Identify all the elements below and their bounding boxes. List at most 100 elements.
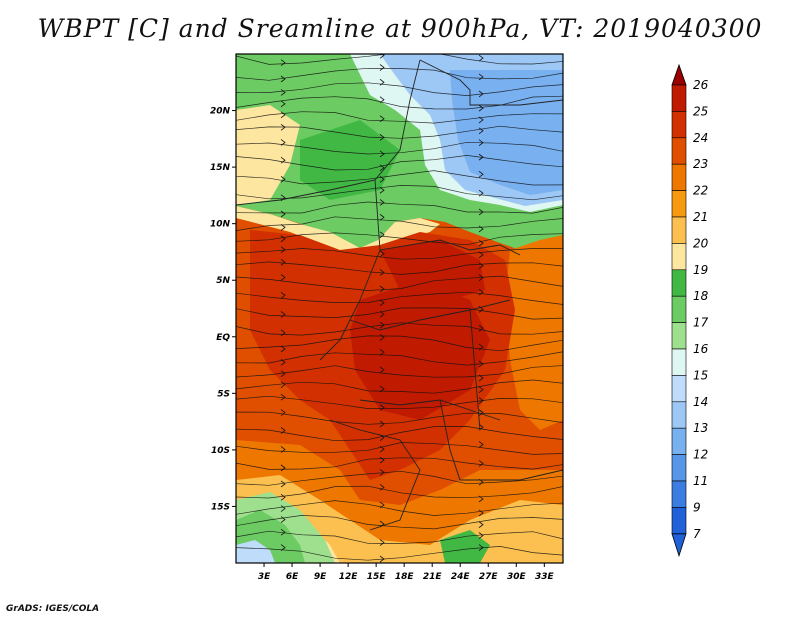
streamline-arrow <box>478 139 484 147</box>
streamline-arrow <box>478 73 484 81</box>
streamline-arrow <box>280 59 286 67</box>
streamline-arrow <box>379 310 385 318</box>
streamline <box>236 485 563 499</box>
streamline <box>236 248 563 260</box>
streamline-arrow <box>280 210 286 218</box>
colorbar-segment <box>671 348 687 376</box>
streamline-arrow <box>478 262 484 270</box>
colorbar-label: 16 <box>693 342 709 356</box>
streamline-arrow <box>280 100 286 108</box>
streamline <box>236 457 563 470</box>
streamline-arrow <box>379 334 385 341</box>
streamline-arrow <box>379 484 385 491</box>
streamline <box>236 546 563 561</box>
streamline-arrow <box>478 495 484 503</box>
streamline <box>236 54 563 65</box>
lon-label: 6E <box>286 572 299 582</box>
streamline-arrow <box>280 156 286 164</box>
streamline <box>236 335 563 352</box>
lon-label: 12E <box>339 572 359 582</box>
streamline-arrow <box>478 170 484 178</box>
colorbar-segment <box>671 295 687 323</box>
streamline <box>236 111 563 124</box>
streamline <box>236 365 563 378</box>
lat-label: 10N <box>210 220 231 230</box>
streamline-arrow <box>280 235 286 243</box>
streamlines <box>236 54 563 563</box>
streamline-arrow <box>280 246 286 254</box>
streamline-arrow <box>379 250 385 258</box>
streamline-arrow <box>280 446 286 453</box>
streamline-arrow <box>478 104 484 112</box>
lat-label: 15S <box>211 502 230 512</box>
streamline-arrow <box>280 544 286 551</box>
colorbar-segment <box>671 163 687 191</box>
streamline-arrow <box>280 75 286 83</box>
streamline-arrow <box>478 288 484 296</box>
streamline <box>236 82 563 96</box>
colorbar-segment <box>671 243 687 271</box>
colorbar-segment <box>671 454 687 482</box>
streamline-arrow <box>280 123 286 131</box>
streamline-arrow <box>280 370 286 377</box>
streamline-arrow <box>280 381 286 388</box>
streamline <box>236 442 563 455</box>
streamline <box>236 291 563 305</box>
streamline-arrow <box>379 348 385 356</box>
streamline-arrow <box>280 175 286 183</box>
streamline-arrow <box>280 89 286 96</box>
streamline-arrow <box>379 164 385 172</box>
colorbar-top-arrow <box>671 63 687 86</box>
streamline-arrow <box>379 539 385 546</box>
streamline-arrow <box>280 393 286 401</box>
streamline-arrow <box>280 505 286 512</box>
streamline <box>236 426 563 442</box>
lon-label: 21E <box>423 572 443 582</box>
streamline-arrow <box>478 460 484 467</box>
streamline-arrow <box>379 134 385 141</box>
streamline-arrow <box>478 544 484 551</box>
lat-label: 20N <box>210 107 231 117</box>
colorbar-segment <box>671 401 687 429</box>
streamline-arrow <box>280 111 286 119</box>
lon-label: 15E <box>367 572 387 582</box>
colorbar-segment <box>671 111 687 139</box>
colorbar-label: 21 <box>693 210 708 224</box>
streamline <box>236 155 563 171</box>
streamline-arrow <box>478 441 484 448</box>
lon-label: 9E <box>314 572 327 582</box>
streamline-arrow <box>379 186 385 194</box>
streamline-arrow <box>280 224 286 231</box>
colorbar-label: 24 <box>693 131 708 145</box>
streamline-arrow <box>280 139 286 146</box>
streamline-arrow <box>478 90 484 98</box>
lat-label: 5S <box>217 389 230 399</box>
streamline-arrow <box>478 509 484 517</box>
streamline-arrow <box>280 359 286 366</box>
field-blue-deep <box>450 70 563 195</box>
streamline <box>236 216 563 231</box>
streamline-arrow <box>379 54 385 59</box>
streamline-arrow <box>280 427 286 434</box>
streamline <box>236 275 563 291</box>
streamline-arrow <box>280 464 286 472</box>
streamline-arrow <box>478 324 484 332</box>
streamline <box>236 515 563 530</box>
streamline-arrow <box>478 360 484 368</box>
colorbar-label: 17 <box>693 316 709 330</box>
axes: 3E 6E 9E 12E 15E 18E 21E 24E 27E 30E 33E 20N 15N 10N 5… <box>210 107 555 582</box>
streamline-arrow <box>478 374 484 382</box>
streamline-arrow <box>478 386 484 394</box>
colorbar-label: 14 <box>693 395 708 409</box>
colorbar-label: 11 <box>693 474 708 488</box>
streamline <box>236 351 563 366</box>
streamline-arrow <box>280 493 286 501</box>
streamline <box>236 470 563 486</box>
streamline <box>236 95 563 110</box>
streamline-arrow <box>478 343 484 351</box>
colorbar-segment <box>671 216 687 244</box>
streamline-arrow <box>379 299 385 307</box>
streamline-arrow <box>379 404 385 411</box>
streamline-arrow <box>478 153 484 161</box>
field-red-dark <box>350 280 490 420</box>
